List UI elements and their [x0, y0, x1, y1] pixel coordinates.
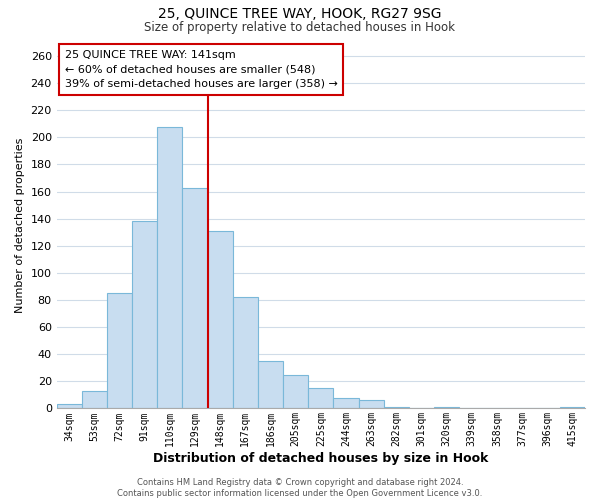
- Bar: [56, 404, 82, 408]
- Bar: [182, 188, 208, 408]
- Bar: [258, 361, 283, 408]
- Bar: [334, 398, 359, 408]
- Text: Size of property relative to detached houses in Hook: Size of property relative to detached ho…: [145, 21, 455, 34]
- Bar: [384, 407, 409, 408]
- Bar: [233, 298, 258, 408]
- Y-axis label: Number of detached properties: Number of detached properties: [15, 138, 25, 313]
- Bar: [157, 126, 182, 408]
- Text: Contains HM Land Registry data © Crown copyright and database right 2024.
Contai: Contains HM Land Registry data © Crown c…: [118, 478, 482, 498]
- Text: 25, QUINCE TREE WAY, HOOK, RG27 9SG: 25, QUINCE TREE WAY, HOOK, RG27 9SG: [158, 8, 442, 22]
- Bar: [283, 374, 308, 408]
- Bar: [82, 391, 107, 408]
- Text: 25 QUINCE TREE WAY: 141sqm
← 60% of detached houses are smaller (548)
39% of sem: 25 QUINCE TREE WAY: 141sqm ← 60% of deta…: [65, 50, 337, 90]
- Bar: [107, 293, 132, 408]
- Bar: [359, 400, 384, 408]
- Bar: [308, 388, 334, 408]
- X-axis label: Distribution of detached houses by size in Hook: Distribution of detached houses by size …: [153, 452, 488, 465]
- Bar: [434, 407, 459, 408]
- Bar: [132, 222, 157, 408]
- Bar: [560, 407, 585, 408]
- Bar: [208, 231, 233, 408]
